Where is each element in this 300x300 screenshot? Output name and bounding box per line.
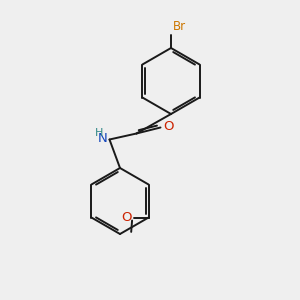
Text: O: O bbox=[164, 119, 174, 133]
Text: H: H bbox=[94, 128, 103, 138]
Text: Br: Br bbox=[172, 20, 186, 33]
Text: O: O bbox=[122, 211, 132, 224]
Text: N: N bbox=[97, 131, 107, 145]
